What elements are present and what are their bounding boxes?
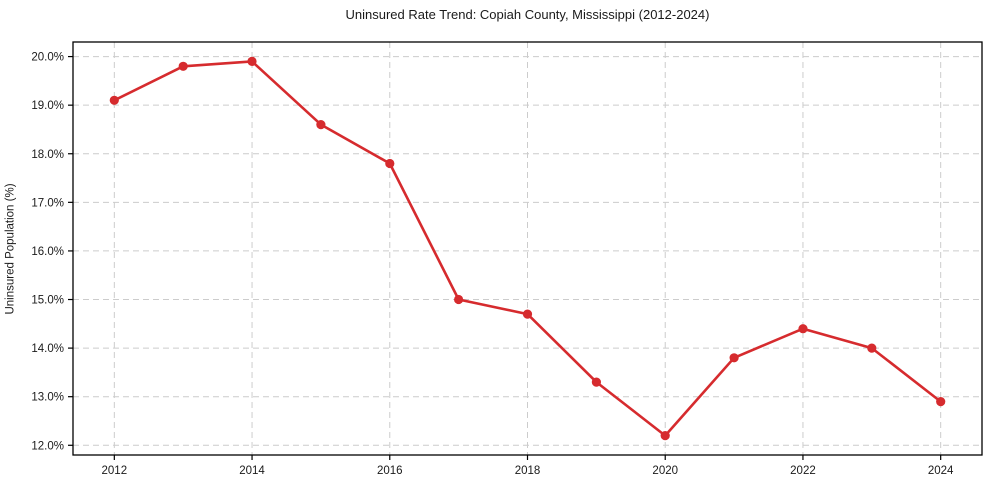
data-point (660, 431, 670, 441)
data-point (867, 343, 877, 353)
y-tick-label: 19.0% (31, 100, 64, 112)
x-tick-label: 2018 (515, 465, 541, 477)
y-tick-label: 13.0% (31, 392, 64, 404)
data-point (936, 397, 946, 407)
data-point (109, 95, 119, 105)
y-tick-label: 20.0% (31, 52, 64, 64)
chart-title: Uninsured Rate Trend: Copiah County, Mis… (345, 7, 710, 22)
y-tick-label: 14.0% (31, 343, 64, 355)
x-tick-label: 2022 (790, 465, 816, 477)
y-tick-label: 18.0% (31, 149, 64, 161)
x-tick-label: 2020 (652, 465, 678, 477)
x-tick-label: 2016 (377, 465, 403, 477)
data-point (316, 120, 326, 130)
y-tick-label: 15.0% (31, 295, 64, 307)
x-tick-label: 2012 (102, 465, 128, 477)
data-point (385, 158, 395, 169)
data-point (798, 324, 808, 334)
y-tick-label: 16.0% (31, 246, 64, 258)
data-point (522, 309, 533, 319)
data-point (591, 377, 602, 387)
y-tick-label: 17.0% (31, 197, 64, 209)
data-point (729, 353, 739, 363)
data-point (178, 61, 188, 71)
x-tick-label: 2014 (239, 465, 265, 477)
data-point (454, 294, 464, 305)
x-tick-label: 2024 (928, 465, 954, 477)
data-point (247, 56, 257, 66)
y-tick-label: 12.0% (31, 440, 64, 452)
